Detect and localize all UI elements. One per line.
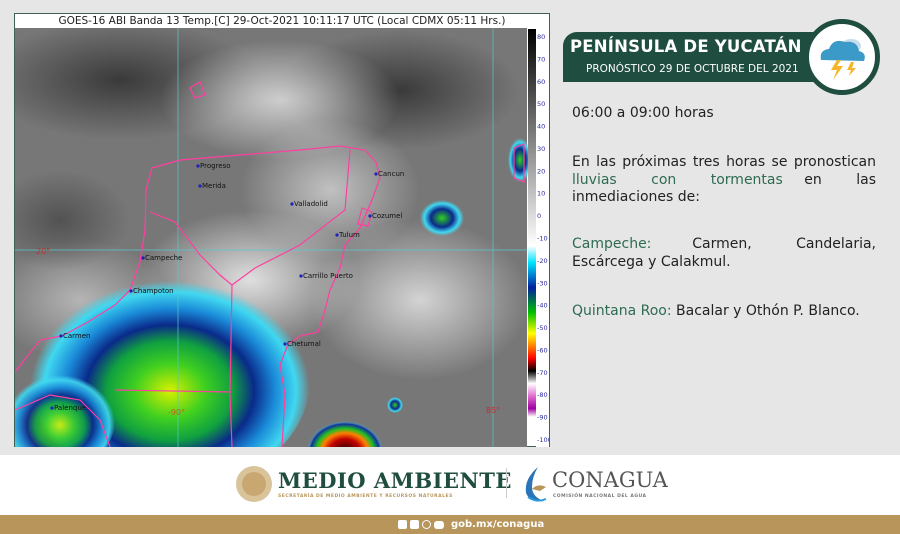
intro-line-2a: en las (804, 171, 876, 188)
city-label: Merida (202, 182, 226, 190)
city-marker (290, 202, 294, 206)
storm-cloud-lightning-icon (820, 39, 865, 80)
city-label: Progreso (200, 162, 231, 170)
region-campeche: Campeche: Carmen, Candelaria, Escárcega y… (572, 236, 876, 271)
region-banner: PENÍNSULA DE YUCATÁN PRONÓSTICO 29 DE OC… (563, 32, 825, 82)
banner-title: PENÍNSULA DE YUCATÁN (570, 37, 802, 56)
colorbar-tick-label: -40 (537, 302, 548, 310)
logo-divider (506, 468, 507, 498)
city-label: Tulum (338, 231, 360, 239)
colorbar-tick-label: 30 (537, 145, 545, 153)
footer-logos: MEDIO AMBIENTE SECRETARÍA DE MEDIO AMBIE… (0, 455, 900, 515)
city-marker (198, 184, 202, 188)
lat-20-label: 20° (36, 247, 50, 256)
twitter-icon[interactable] (410, 520, 419, 529)
facebook-icon[interactable] (398, 520, 407, 529)
region-state: Campeche: (572, 236, 652, 252)
city-label: Palenque (54, 404, 86, 412)
region-quintana-roo: Quintana Roo: Bacalar y Othón P. Blanco. (572, 303, 876, 321)
region-places-cont: Escárcega y Calakmul. (572, 253, 731, 270)
intro-highlight: lluvias con tormentas (572, 171, 783, 188)
colorbar-tick-label: -10 (537, 235, 548, 243)
city-label: Campeche (145, 254, 182, 262)
colorbar-tick-label: -20 (537, 257, 548, 265)
colorbar-tick-label: -30 (537, 279, 548, 287)
lon-85-label: 85° (486, 406, 500, 415)
region-places: Bacalar y Othón P. Blanco. (676, 303, 860, 319)
semarnat-subtitle: SECRETARÍA DE MEDIO AMBIENTE Y RECURSOS … (278, 494, 453, 499)
intro-line-3: inmediaciones de: (572, 189, 700, 205)
city-label: Carrillo Puerto (303, 272, 353, 280)
intro-line-1: En las próximas tres horas se pronostica… (572, 154, 876, 170)
city-label: Champoton (133, 287, 174, 295)
city-marker (141, 256, 145, 260)
colorbar-tick-label: -80 (537, 391, 548, 399)
colorbar-tick-label: 60 (537, 78, 545, 86)
city-marker (50, 406, 54, 410)
colorbar-tick-label: -90 (537, 414, 548, 422)
forecast-intro: En las próximas tres horas se pronostica… (572, 154, 876, 207)
city-label: Chetumal (287, 340, 321, 348)
satellite-map-panel: GOES-16 ABI Banda 13 Temp.[C] 29-Oct-202… (14, 13, 550, 447)
conagua-subtitle: COMISIÓN NACIONAL DEL AGUA (553, 494, 647, 499)
city-marker (283, 342, 287, 346)
colorbar-tick-label: -70 (537, 369, 548, 377)
city-label: Cancun (378, 170, 404, 178)
city-label: Cozumel (372, 212, 402, 220)
colorbar-tick-label: 10 (537, 190, 545, 198)
conagua-logo-icon (525, 467, 547, 502)
city-label: Carmen (63, 332, 91, 340)
footer-bar: gob.mx/conagua (0, 515, 900, 534)
colorbar-tick-label: -100 (537, 436, 549, 444)
instagram-icon[interactable] (422, 520, 431, 529)
colorbar-tick-label: -50 (537, 324, 548, 332)
colorbar-tick-label: -60 (537, 346, 548, 354)
mexico-seal-logo (236, 466, 272, 502)
colorbar-tick-label: 40 (537, 123, 545, 131)
city-marker (196, 164, 200, 168)
map-title: GOES-16 ABI Banda 13 Temp.[C] 29-Oct-202… (58, 15, 506, 27)
city-marker (129, 289, 133, 293)
city-label: Valladolid (294, 200, 328, 208)
weather-badge (804, 19, 880, 95)
conagua-logo-text: CONAGUA (552, 468, 668, 492)
colorbar-tick-label: 20 (537, 167, 545, 175)
city-marker (59, 334, 63, 338)
colorbar-tick-label: 50 (537, 100, 545, 108)
youtube-icon[interactable] (434, 520, 444, 529)
colorbar-tick-label: 80 (537, 33, 545, 41)
region-places: Carmen, Candelaria, (692, 236, 876, 252)
city-marker (299, 274, 303, 278)
city-marker (335, 233, 339, 237)
semarnat-logo-text: MEDIO AMBIENTE (278, 468, 512, 493)
time-range: 06:00 a 09:00 horas (572, 105, 714, 121)
colorbar-tick-label: 0 (537, 212, 541, 220)
website-link[interactable]: gob.mx/conagua (451, 519, 545, 530)
region-state: Quintana Roo: (572, 303, 672, 319)
city-marker (374, 172, 378, 176)
temperature-colorbar (528, 29, 536, 446)
lon-90-label: -90° (168, 408, 185, 417)
city-marker (368, 214, 372, 218)
colorbar-tick-label: 70 (537, 55, 545, 63)
satellite-image: Progreso Merida Valladolid Cancun Cozumel Tul… (15, 28, 549, 447)
banner-subtitle: PRONÓSTICO 29 DE OCTUBRE DEL 2021 (586, 63, 799, 75)
